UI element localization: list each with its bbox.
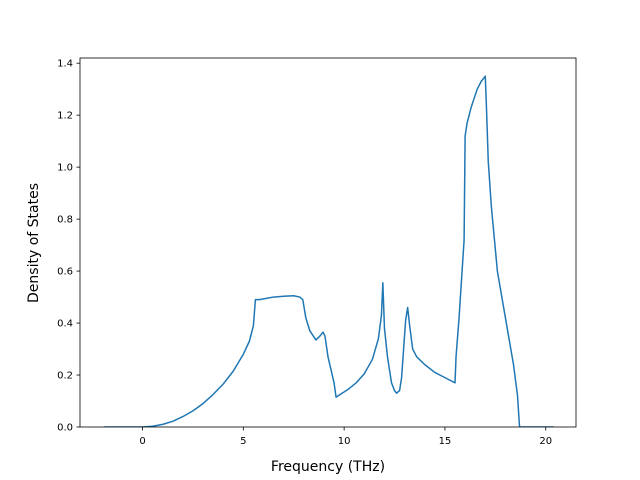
x-tick-label: 0 (139, 436, 145, 447)
x-axis-label: Frequency (THz) (271, 459, 385, 475)
y-tick-label: 1.0 (57, 163, 73, 174)
x-tick-label: 15 (439, 436, 452, 447)
y-tick-label: 0.6 (57, 267, 73, 278)
series-line-0 (104, 75, 554, 427)
plot-frame (79, 57, 577, 428)
y-tick-label: 1.2 (57, 111, 73, 122)
x-tick-label: 20 (539, 436, 552, 447)
y-tick-label: 1.4 (57, 59, 73, 70)
x-tick-label: 10 (338, 436, 351, 447)
plot-area (104, 75, 554, 427)
y-axis-label: Density of States (26, 183, 42, 303)
x-tick-label: 5 (240, 436, 246, 447)
y-tick-label: 0.4 (57, 319, 73, 330)
y-tick-label: 0.8 (57, 215, 73, 226)
axes: 0 5 10 15 20 0.0 0.2 0.4 0.6 0.8 1.0 1.2 1.4 (57, 57, 577, 447)
y-tick-label: 0.2 (57, 371, 73, 382)
y-tick-label: 0.0 (57, 423, 73, 434)
